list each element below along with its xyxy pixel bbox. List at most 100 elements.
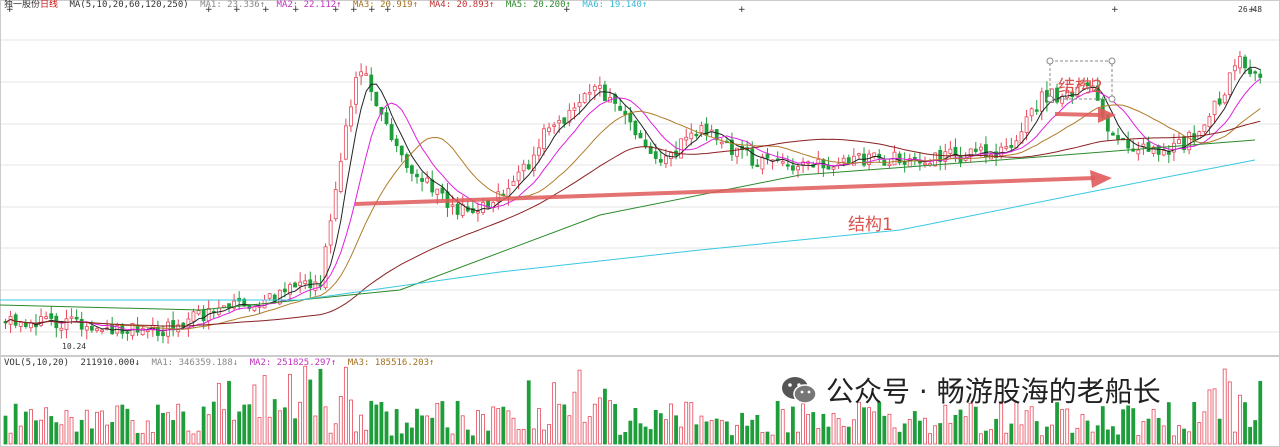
volume-bar	[780, 409, 785, 445]
candle-body	[1248, 68, 1252, 75]
candle-body	[587, 92, 592, 95]
volume-bar	[1222, 368, 1227, 445]
volume-bar	[23, 411, 28, 445]
volume-bar	[658, 413, 663, 445]
candle-body	[1172, 142, 1176, 153]
event-marker: +	[332, 5, 340, 15]
candle-body	[664, 155, 668, 164]
structure1-label: 结构1	[848, 215, 893, 235]
volume-bar	[460, 415, 465, 445]
candle-body	[948, 148, 953, 154]
volume-bar	[69, 417, 74, 445]
volume-bar	[1131, 408, 1136, 445]
period-label[interactable]: 日线	[40, 0, 59, 10]
candle-body	[567, 109, 572, 123]
volume-bar	[958, 409, 963, 445]
volume-bar	[1248, 426, 1252, 445]
volume-bar	[84, 409, 89, 445]
volume-bar	[201, 406, 206, 445]
candle-body	[1024, 116, 1029, 133]
candle-body	[592, 85, 597, 91]
volume-bar	[943, 404, 948, 445]
volume-bar	[1039, 435, 1044, 445]
volume-bar	[1050, 424, 1054, 445]
candle-body	[694, 133, 699, 137]
volume-bar	[64, 410, 69, 445]
volume-bar	[597, 397, 602, 445]
volume-bar	[765, 431, 770, 445]
volume-bar	[1116, 434, 1120, 445]
volume-bar	[902, 423, 907, 445]
volume-bar	[237, 411, 242, 445]
volume-bar	[740, 412, 744, 445]
volume-bar	[1019, 424, 1024, 445]
volume-bar	[618, 434, 623, 445]
volume-bar	[674, 415, 678, 445]
volume-bar	[394, 409, 399, 445]
volume-bar	[496, 408, 501, 445]
candle-body	[1039, 91, 1044, 112]
event-marker: +	[738, 5, 746, 15]
candle-body	[1080, 79, 1085, 86]
volume-bar	[511, 417, 516, 445]
candle-body	[1004, 146, 1009, 149]
candle-body	[877, 153, 882, 159]
candle-body	[338, 160, 343, 192]
volume-bar	[227, 380, 231, 445]
candle-body	[460, 204, 465, 216]
volume-bar	[145, 420, 150, 445]
ma2-value: MA2: 22.112↑	[276, 0, 342, 10]
volume-bar	[359, 414, 364, 445]
volume-bar	[272, 399, 277, 445]
volume-bar	[699, 415, 704, 445]
volume-bar	[1055, 402, 1059, 445]
candle-body	[582, 93, 587, 103]
volume-bar	[603, 388, 607, 445]
volume-bar	[13, 403, 18, 445]
volume-bar	[689, 402, 694, 445]
event-marker: +	[1111, 5, 1119, 15]
candle-body	[308, 279, 313, 289]
volume-bar	[841, 426, 846, 445]
candle-body	[399, 145, 404, 156]
volume-bar	[684, 401, 689, 445]
volume-bar	[379, 402, 384, 445]
volume-bar	[806, 414, 811, 445]
volume-bar	[130, 420, 135, 445]
candle-body	[1182, 136, 1186, 151]
candle-body	[562, 117, 567, 124]
volume-bar	[867, 407, 871, 445]
candle-body	[1227, 72, 1232, 95]
volume-bar	[724, 421, 729, 445]
volume-bar	[161, 412, 165, 445]
volume-bar	[455, 400, 460, 445]
volume-bar	[247, 404, 252, 445]
volume-bar	[49, 416, 54, 445]
volume-bar	[39, 419, 43, 445]
volume-bar	[816, 427, 821, 445]
structure1-arrow	[354, 176, 1096, 206]
candle-body	[191, 311, 196, 322]
volume-bar	[719, 419, 724, 445]
volume-bar	[267, 416, 272, 445]
volume-bar	[1034, 421, 1039, 445]
volume-bar	[89, 428, 94, 445]
volume-bar	[501, 406, 506, 445]
volume-bar	[110, 422, 115, 445]
volume-bar	[1217, 418, 1222, 445]
volume-bar	[282, 407, 287, 445]
volume-bar	[745, 425, 750, 445]
candle-body	[1222, 94, 1227, 104]
candle-body	[1238, 56, 1242, 69]
vol-ma1-value: MA1: 346359.188↓	[151, 358, 239, 368]
volume-bar	[1161, 425, 1166, 445]
event-marker: +	[233, 5, 241, 15]
candle-body	[298, 281, 303, 286]
volume-bar	[486, 430, 491, 445]
candle-body	[984, 144, 988, 157]
volume-bar	[887, 413, 892, 445]
candle-body	[521, 163, 526, 172]
candle-body	[1029, 108, 1034, 117]
